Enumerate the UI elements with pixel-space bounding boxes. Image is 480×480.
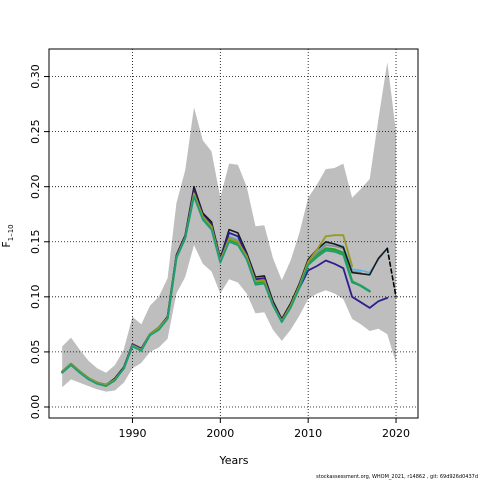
series-line-7 (61, 192, 353, 386)
x-axis-title: Years (218, 454, 248, 467)
y-axis: 0.00 0.05 0.10 0.15 0.20 0.25 0.30 (29, 64, 49, 419)
series-lines (61, 185, 397, 387)
x-axis: 1990 2000 2010 2020 (118, 418, 410, 440)
y-axis-title: F1–10 (0, 224, 15, 247)
series-line-8 (61, 195, 371, 387)
footer-credit: stockassessment.org, WHOM_2021, r14862 ,… (316, 474, 478, 480)
y-tick-label: 0.05 (29, 340, 42, 365)
x-tick-label: 2020 (382, 427, 410, 440)
y-tick-label: 0.15 (29, 230, 42, 255)
y-axis-title-main: F (0, 241, 13, 247)
confidence-band (62, 62, 396, 392)
x-tick-label: 1990 (118, 427, 146, 440)
plot-frame (48, 48, 419, 419)
x-tick-label: 2000 (206, 427, 234, 440)
y-tick-label: 0.25 (29, 119, 42, 144)
y-tick-label: 0.00 (29, 395, 42, 420)
x-tick-label: 2010 (294, 427, 322, 440)
y-tick-label: 0.10 (29, 285, 42, 310)
series-line-5 (386, 247, 397, 298)
y-tick-label: 0.30 (29, 64, 42, 89)
y-tick-label: 0.20 (29, 174, 42, 199)
y-axis-title-sub: 1–10 (7, 224, 15, 241)
